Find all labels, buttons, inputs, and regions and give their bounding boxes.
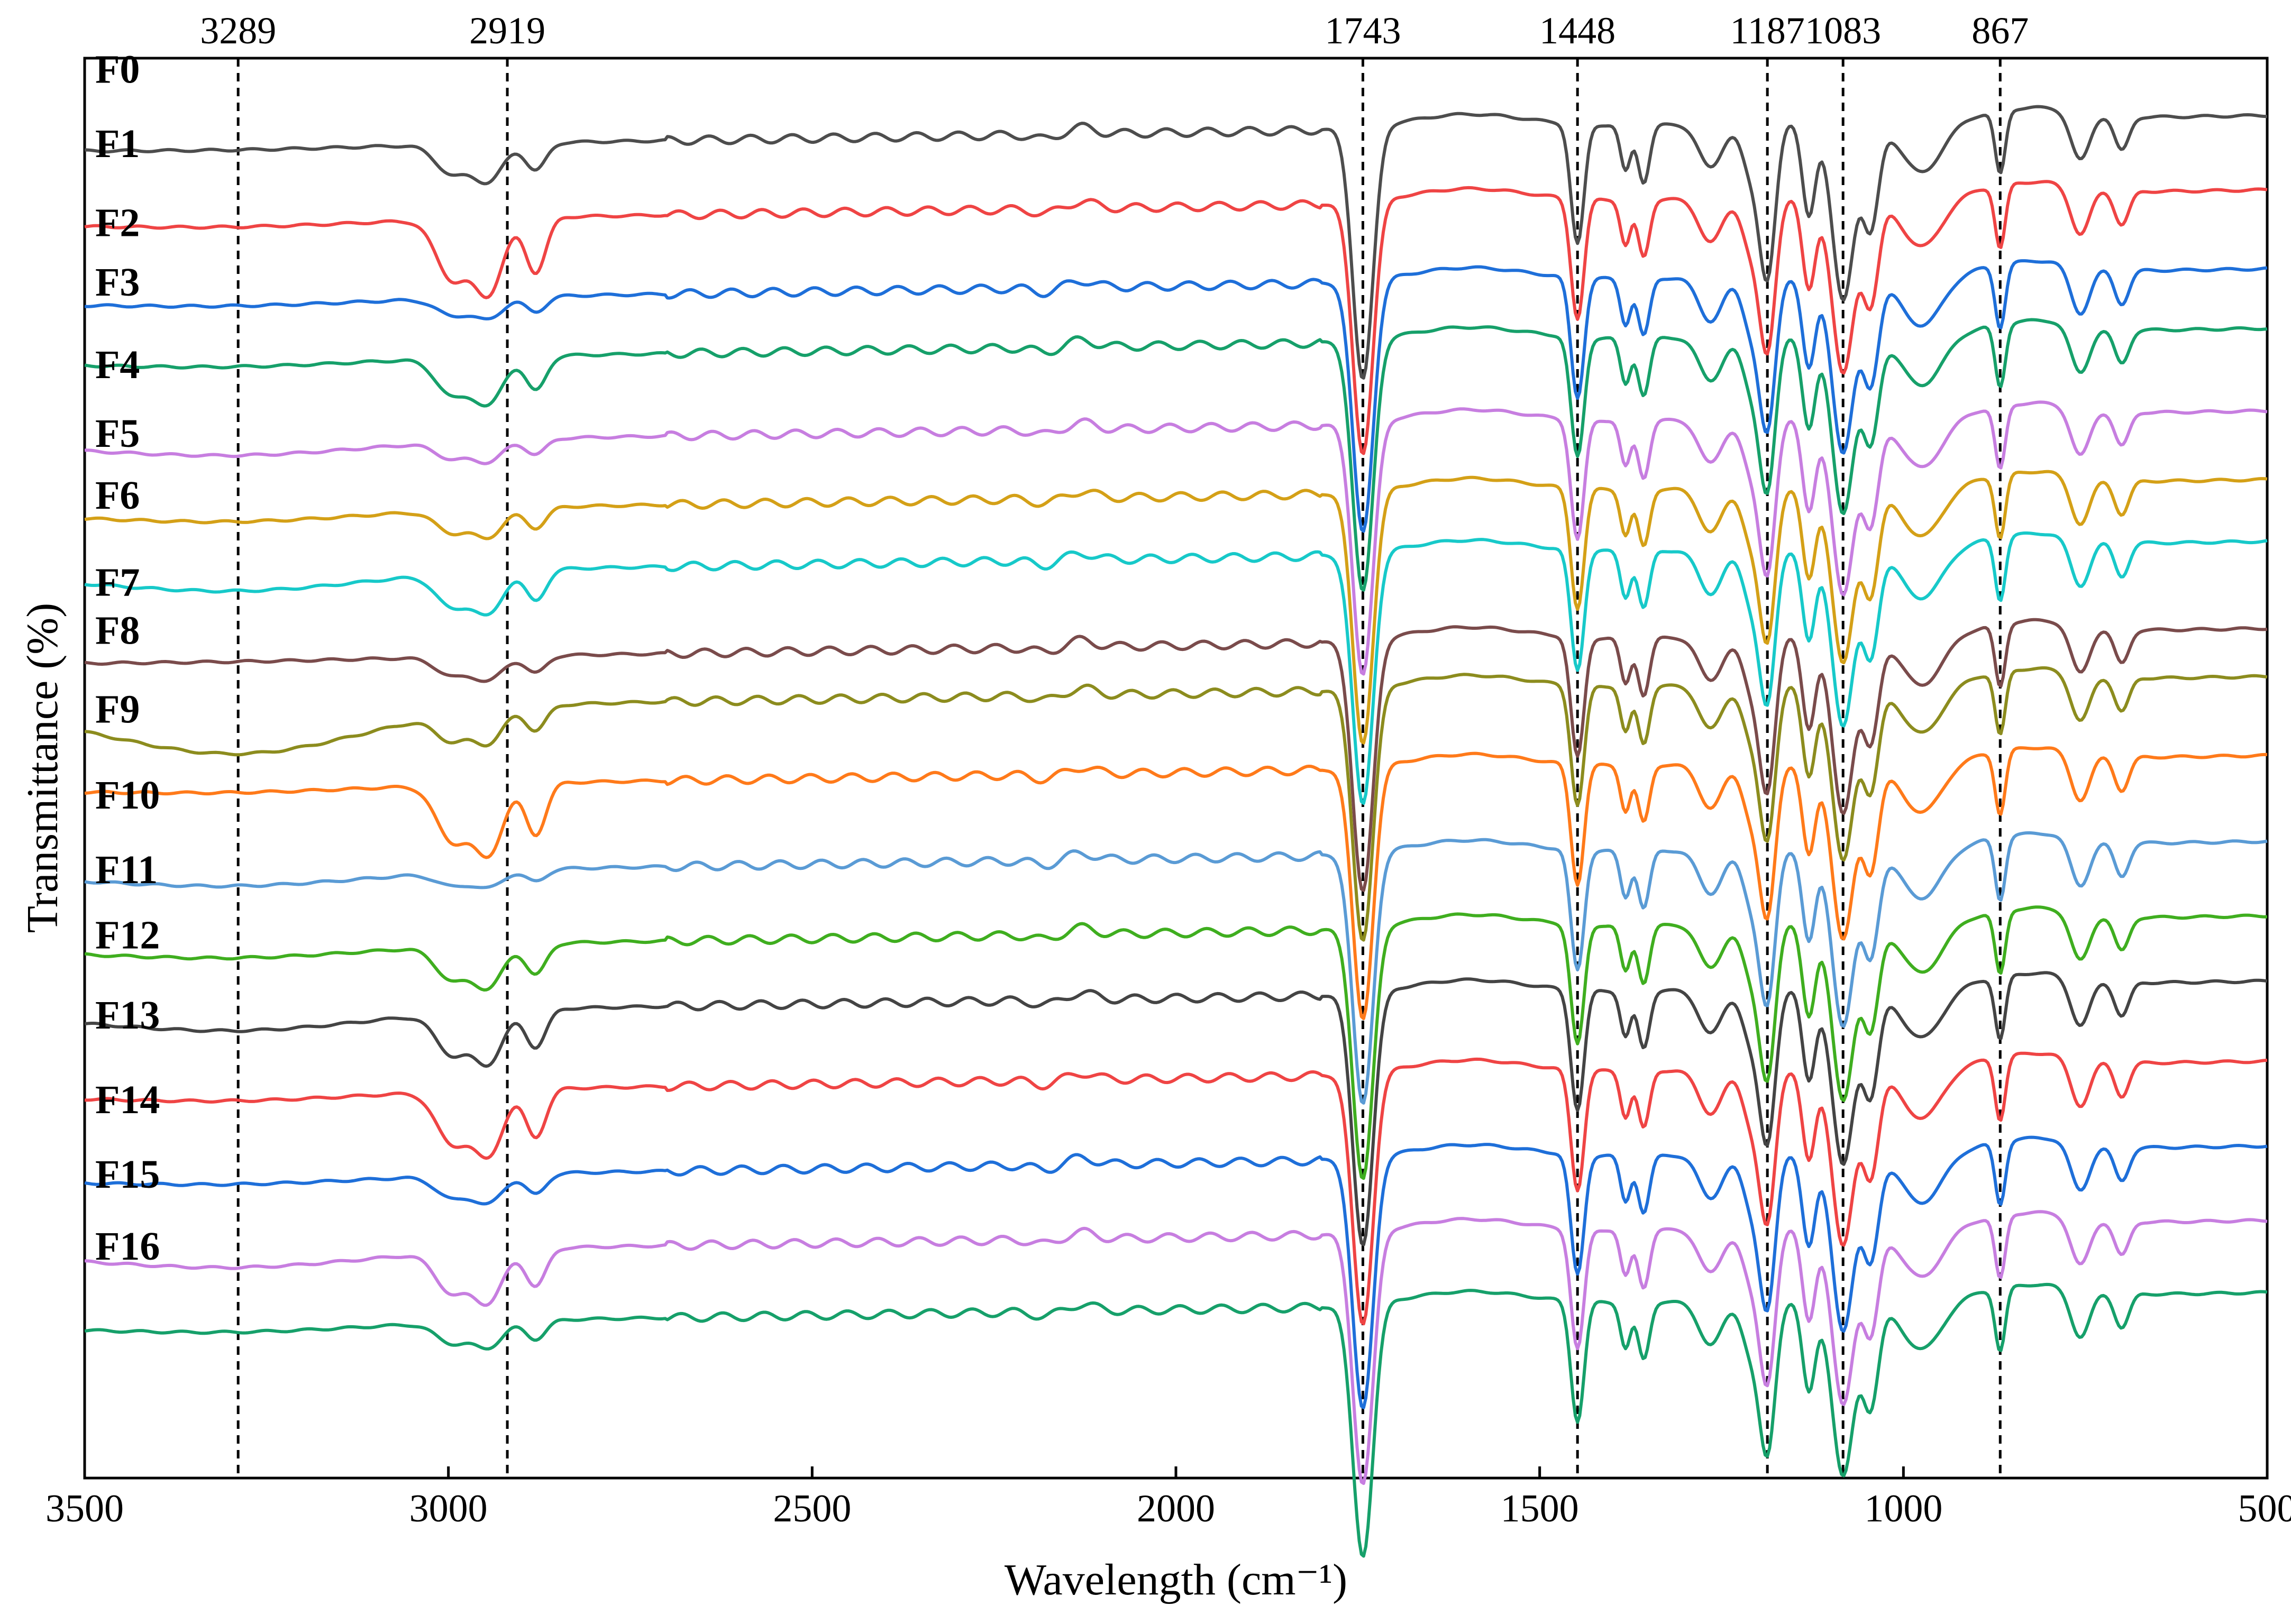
series-label-f3: F3: [95, 260, 140, 305]
series-line-f10: [85, 833, 2267, 1103]
plot-frame: [85, 58, 2267, 1478]
peak-label-2919: 2919: [469, 10, 545, 52]
series-line-f8: [85, 668, 2267, 940]
x-tick-label-500: 500: [2238, 1487, 2291, 1530]
series-label-f15: F15: [95, 1152, 160, 1197]
peak-label-3289: 3289: [200, 10, 276, 52]
series-line-f12: [85, 972, 2267, 1244]
series-line-f15: [85, 1212, 2267, 1483]
series-label-f10: F10: [95, 773, 160, 818]
series-label-f5: F5: [95, 411, 140, 456]
peak-label-1083: 1083: [1805, 10, 1881, 52]
series-line-f13: [85, 1053, 2267, 1324]
series-line-f11: [85, 907, 2267, 1178]
series-label-f12: F12: [95, 913, 160, 957]
series-line-f1: [85, 181, 2267, 453]
series-label-f0: F0: [95, 47, 140, 91]
series-line-f0: [85, 107, 2267, 378]
series-label-f9: F9: [95, 687, 140, 732]
series-label-f1: F1: [95, 122, 140, 166]
series-label-f2: F2: [95, 200, 140, 245]
peak-label-1187: 1187: [1730, 10, 1804, 52]
series-line-f3: [85, 320, 2267, 590]
series-label-f8: F8: [95, 608, 140, 653]
series-line-f2: [85, 261, 2267, 531]
series-label-f16: F16: [95, 1224, 160, 1269]
series-line-f5: [85, 472, 2267, 743]
x-tick-label-1000: 1000: [1864, 1487, 1942, 1530]
series-line-f14: [85, 1137, 2267, 1408]
x-tick-label-3500: 3500: [45, 1487, 124, 1530]
x-tick-label-2000: 2000: [1137, 1487, 1215, 1530]
peak-label-867: 867: [1971, 10, 2029, 52]
x-axis-title: Wavelength (cm⁻¹): [1005, 1555, 1347, 1604]
peak-label-1743: 1743: [1325, 10, 1401, 52]
x-tick-label-3000: 3000: [409, 1487, 488, 1530]
series-label-f7: F7: [95, 560, 140, 604]
series-label-f14: F14: [95, 1078, 160, 1122]
y-axis-title: Transmittance (%): [18, 603, 67, 933]
series-line-f9: [85, 748, 2267, 1019]
x-tick-label-1500: 1500: [1501, 1487, 1579, 1530]
series-line-f4: [85, 402, 2267, 674]
series-label-f13: F13: [95, 993, 160, 1038]
x-tick-label-2500: 2500: [773, 1487, 851, 1530]
series-label-f11: F11: [95, 848, 158, 892]
series-label-f6: F6: [95, 473, 140, 518]
peak-label-1448: 1448: [1539, 10, 1615, 52]
series-line-f7: [85, 620, 2267, 891]
series-label-f4: F4: [95, 343, 140, 387]
